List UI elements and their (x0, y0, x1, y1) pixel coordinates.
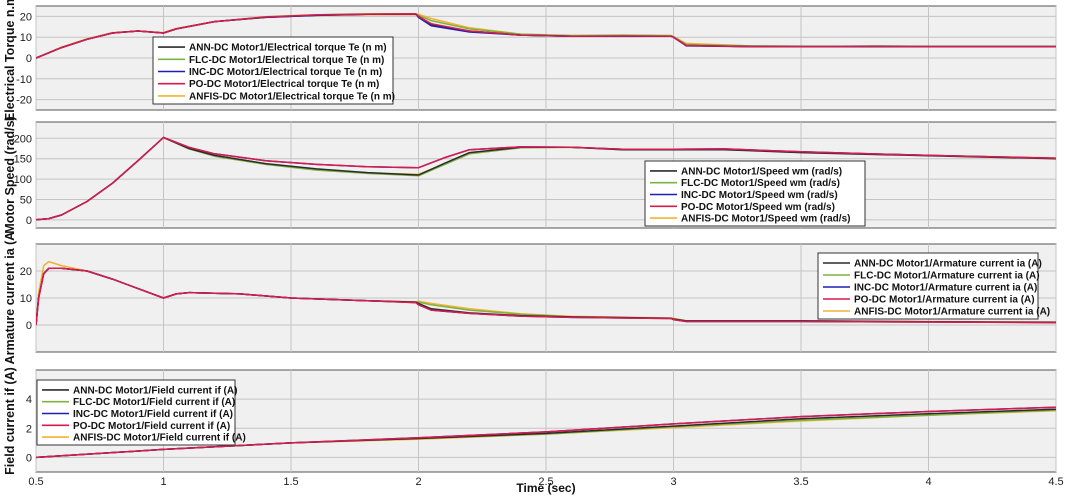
y-tick-label: 10 (20, 32, 32, 44)
legend-entry: FLC-DC Motor1/Armature current ia (A) (854, 271, 1040, 282)
y-tick-label: -20 (16, 95, 32, 107)
legend-entry: FLC-DC Motor1/Speed wm (rad/s) (681, 178, 840, 189)
x-tick-label: 2.5 (538, 476, 553, 488)
legend-box (152, 36, 394, 105)
y-tick-label: 20 (20, 11, 32, 23)
series-line-po (36, 136, 1056, 221)
y-axis-label: Armature current ia (A (3, 232, 17, 365)
series-group (36, 406, 1056, 459)
x-tick-label: 4.5 (1048, 476, 1063, 488)
x-tick-label: 1 (160, 476, 166, 488)
legend-entry: INC-DC Motor1/Electrical torque Te (n m) (189, 67, 382, 78)
series-group (36, 260, 1056, 326)
legend-entry: ANN-DC Motor1/Field current if (A) (73, 385, 237, 396)
panel-4: 0 2 4 0.5 1 1.5 2 2.5 3 3.5 4 4.5 Time (sec) Field cu… (3, 367, 1064, 495)
y-tick-label: 0 (26, 215, 32, 227)
legend: ANN-DC Motor1/Field current if (A)FLC-DC… (36, 379, 246, 446)
legend: ANN-DC Motor1/Speed wm (rad/s)FLC-DC Mot… (644, 160, 866, 227)
legend-entry: PO-DC Motor1/Speed wm (rad/s) (681, 202, 835, 213)
legend-entry: ANN-DC Motor1/Electrical torque Te (n m) (189, 43, 387, 54)
x-tick-label: 4 (925, 476, 931, 488)
legend-entry: PO-DC Motor1/Armature current ia (A) (854, 295, 1035, 306)
series-group (36, 12, 1056, 59)
legend-entry: PO-DC Motor1/Field current if (A) (73, 421, 230, 432)
legend-entry: FLC-DC Motor1/Field current if (A) (73, 397, 235, 408)
x-tick-label: 3.5 (793, 476, 808, 488)
series-line-po (36, 267, 1056, 326)
y-axis-label: Field current if (A) (3, 367, 17, 475)
legend-box (36, 379, 236, 446)
legend-entry: ANFIS-DC Motor1/Electrical torque Te (n … (189, 91, 395, 102)
legend: ANN-DC Motor1/Armature current ia (A)FLC… (817, 252, 1050, 320)
legend-entry: INC-DC Motor1/Speed wm (rad/s) (681, 190, 838, 201)
x-tick-label: 3 (670, 476, 676, 488)
legend-entry: PO-DC Motor1/Electrical torque Te (n m) (189, 79, 379, 90)
y-tick-label: 0 (26, 53, 32, 65)
y-axis-label: Motor Speed (rad/s) (3, 116, 17, 233)
legend-entry: ANN-DC Motor1/Speed wm (rad/s) (681, 166, 842, 177)
x-tick-label: 1.5 (283, 476, 298, 488)
y-tick-label: 20 (20, 266, 32, 278)
y-tick-label: 200 (14, 133, 32, 145)
y-tick-label: 2 (26, 423, 32, 435)
legend-box (817, 252, 1039, 320)
legend-entry: ANFIS-DC Motor1/Armature current ia (A) (854, 307, 1050, 318)
y-tick-label: 0 (26, 320, 32, 332)
legend-entry: INC-DC Motor1/Armature current ia (A) (854, 283, 1037, 294)
y-axis-label: Electrical Torque n.m (3, 0, 17, 121)
y-tick-label: -10 (16, 74, 32, 86)
legend-entry: ANN-DC Motor1/Armature current ia (A) (854, 259, 1042, 270)
y-tick-label: 50 (20, 194, 32, 206)
y-tick-label: 100 (14, 174, 32, 186)
legend-entry: ANFIS-DC Motor1/Field current if (A) (73, 433, 246, 444)
series-line-po (36, 406, 1056, 459)
series-group (36, 136, 1056, 221)
legend-entry: INC-DC Motor1/Field current if (A) (73, 409, 233, 420)
legend-box (644, 160, 866, 227)
legend-entry: ANFIS-DC Motor1/Speed wm (rad/s) (681, 214, 850, 225)
y-tick-label: 4 (26, 394, 32, 406)
x-axis-label: Time (sec) (516, 481, 575, 495)
series-line-po (36, 13, 1056, 59)
y-tick-label: 0 (26, 452, 32, 464)
legend: ANN-DC Motor1/Electrical torque Te (n m)… (152, 36, 395, 105)
legend-entry: FLC-DC Motor1/Electrical torque Te (n m) (189, 55, 384, 66)
x-tick-label: 0.5 (28, 476, 43, 488)
x-tick-label: 2 (415, 476, 421, 488)
y-tick-label: 10 (20, 293, 32, 305)
y-tick-label: 150 (14, 154, 32, 166)
